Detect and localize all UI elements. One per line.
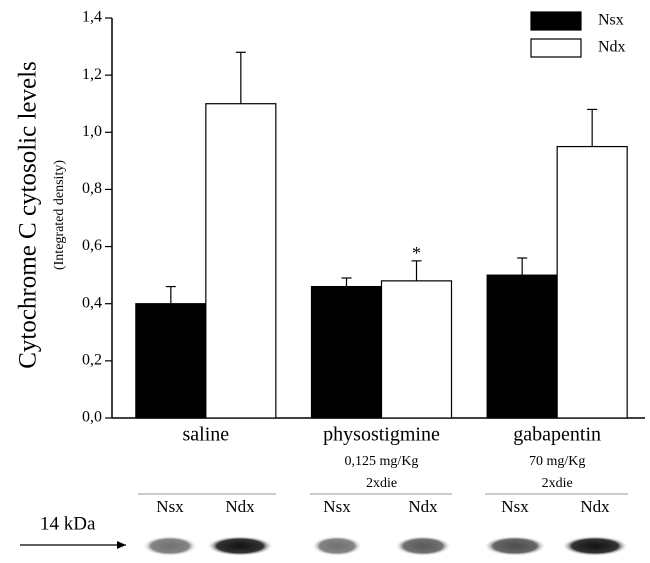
x-tick-label: gabapentin xyxy=(513,424,601,446)
blot-band xyxy=(143,536,197,556)
bar xyxy=(557,147,627,418)
blot-band xyxy=(562,536,628,556)
y-tick-label: 0,6 xyxy=(82,237,102,254)
y-tick-label: 0,0 xyxy=(82,409,102,426)
y-tick-label: 0,8 xyxy=(82,180,102,197)
x-tick-label: saline xyxy=(183,424,230,446)
lane-label: Ndx xyxy=(408,497,438,516)
annotation: * xyxy=(412,243,421,263)
y-tick-label: 0,4 xyxy=(82,294,102,311)
lane-label: Nsx xyxy=(323,497,351,516)
y-tick-label: 1,0 xyxy=(82,123,102,140)
blot-band xyxy=(395,536,451,556)
figure: Cytochrome C cytosolic levels (Integrate… xyxy=(0,0,650,563)
y-axis-sublabel: (Integrated density) xyxy=(52,160,67,270)
marker-label: 14 kDa xyxy=(40,513,96,534)
y-tick-label: 0,2 xyxy=(82,352,102,369)
bar xyxy=(136,304,206,418)
legend-label: Nsx xyxy=(598,12,624,29)
bar xyxy=(206,104,276,418)
blot-band xyxy=(312,536,362,556)
bar xyxy=(382,281,452,418)
x-tick-label: physostigmine xyxy=(323,424,440,446)
category-note: 2xdie xyxy=(366,476,397,491)
y-tick-label: 1,4 xyxy=(82,9,102,26)
lane-label: Nsx xyxy=(501,497,529,516)
lane-label: Nsx xyxy=(156,497,184,516)
category-note: 70 mg/Kg xyxy=(529,454,585,469)
blot-band xyxy=(484,536,546,556)
category-note: 2xdie xyxy=(542,476,573,491)
bar xyxy=(487,275,557,418)
category-note: 0,125 mg/Kg xyxy=(345,454,419,469)
y-axis-label: Cytochrome C cytosolic levels xyxy=(15,61,42,369)
legend-swatch xyxy=(531,12,581,30)
bar xyxy=(312,287,382,418)
legend-swatch xyxy=(531,39,581,57)
blot-band xyxy=(207,536,273,556)
y-tick-label: 1,2 xyxy=(82,66,102,83)
lane-label: Ndx xyxy=(225,497,255,516)
lane-label: Ndx xyxy=(580,497,610,516)
marker-arrowhead xyxy=(117,541,126,549)
legend-label: Ndx xyxy=(598,39,626,56)
